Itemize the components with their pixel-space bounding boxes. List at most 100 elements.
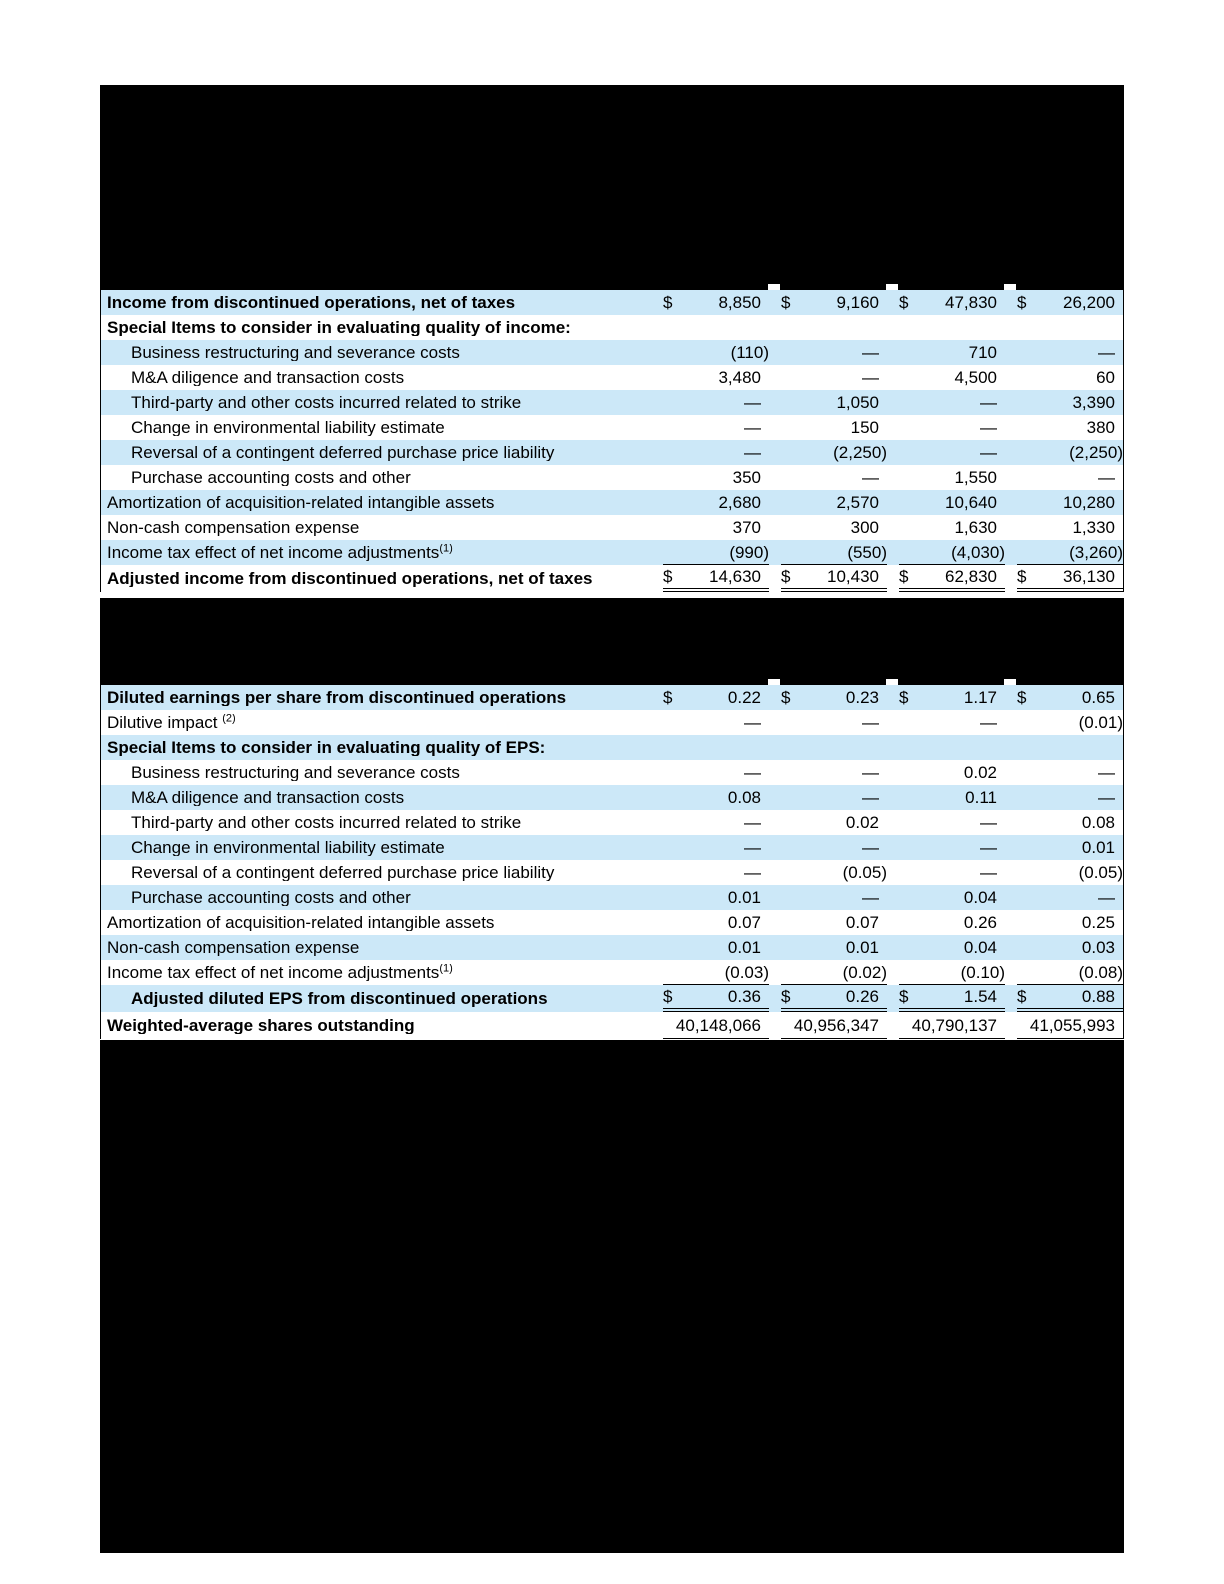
value-group: — (1017, 785, 1123, 810)
dollar-sign: $ (899, 293, 909, 312)
value-group: — (899, 860, 1005, 885)
value-group: — (1017, 885, 1123, 910)
row-label: Dilutive impact (2) (101, 714, 651, 731)
cell-value: (4,030) (951, 542, 1005, 562)
value-group: 1,050 (781, 390, 887, 415)
cell-value: (990) (729, 542, 769, 562)
cell-value: 9,160 (836, 293, 879, 312)
dollar-sign: $ (663, 688, 673, 707)
row-label-text: Third-party and other costs incurred rel… (131, 814, 522, 831)
footnote-marker: (1) (439, 964, 453, 975)
cell-value: 370 (732, 518, 761, 537)
footnote-marker: (1) (439, 544, 453, 555)
value-group: $0.88 (1017, 985, 1123, 1012)
table-row: M&A diligence and transaction costs 3,480… (101, 365, 1123, 390)
dollar-sign: $ (1017, 567, 1027, 586)
value-group: 40,956,347 (781, 1012, 887, 1039)
value-group: — (781, 365, 887, 390)
cell-value: 1,550 (954, 468, 997, 487)
table-row: Change in environmental liability estima… (101, 415, 1123, 440)
cell-value: 710 (968, 343, 997, 362)
cell-value: 40,956,347 (793, 1015, 879, 1035)
cell-value: 0.03 (1081, 938, 1115, 957)
row-label: Adjusted income from discontinued operat… (101, 570, 651, 587)
cell-value: — (862, 888, 879, 907)
redacted-header-column-strip (780, 284, 886, 290)
row-label-text: Third-party and other costs incurred rel… (131, 394, 522, 411)
cell-value: 0.04 (963, 888, 997, 907)
value-group: 300 (781, 515, 887, 540)
table-row: Special Items to consider in evaluating … (101, 315, 1123, 340)
value-group: 370 (663, 515, 769, 540)
table-row: Change in environmental liability estima… (101, 835, 1123, 860)
value-group: (3,260) (1017, 540, 1123, 565)
value-group: (0.02) (781, 960, 887, 985)
value-group: — (781, 710, 887, 735)
cell-value: 62,830 (945, 567, 997, 586)
cell-value: (550) (847, 542, 887, 562)
dollar-sign: $ (899, 987, 909, 1006)
value-group: 0.03 (1017, 935, 1123, 960)
table-row: Purchase accounting costs and other 0.01 —… (101, 885, 1123, 910)
cell-value: — (744, 838, 761, 857)
value-group: — (1017, 340, 1123, 365)
value-group: (4,030) (899, 540, 1005, 565)
eps-quality-table: Diluted earnings per share from disconti… (100, 685, 1124, 1039)
cell-value: — (862, 368, 879, 387)
row-label-text: Dilutive impact (107, 714, 223, 731)
row-label-text: Diluted earnings per share from disconti… (107, 689, 567, 706)
value-group: — (781, 885, 887, 910)
value-group: — (1017, 465, 1123, 490)
row-label-text: Change in environmental liability estima… (131, 419, 445, 436)
cell-value: — (980, 838, 997, 857)
value-group: 40,148,066 (663, 1012, 769, 1039)
value-group: $62,830 (899, 565, 1005, 592)
cell-value: 0.88 (1081, 987, 1115, 1006)
value-group: $1.54 (899, 985, 1005, 1012)
table-row: Reversal of a contingent deferred purcha… (101, 440, 1123, 465)
value-group: — (663, 710, 769, 735)
value-group: (0.10) (899, 960, 1005, 985)
value-group: — (663, 440, 769, 465)
dollar-sign: $ (1017, 688, 1027, 707)
row-label: Business restructuring and severance cos… (101, 764, 651, 781)
table-row: Non-cash compensation expense 0.01 0.01 0.0… (101, 935, 1123, 960)
table-row: Third-party and other costs incurred rel… (101, 390, 1123, 415)
row-label-text: Weighted-average shares outstanding (107, 1017, 415, 1034)
cell-value: — (744, 713, 761, 732)
row-label-text: Income tax effect of net income adjustme… (107, 964, 440, 981)
value-group: — (899, 810, 1005, 835)
table-row: Income tax effect of net income adjustme… (101, 960, 1123, 985)
table-row: Income tax effect of net income adjustme… (101, 540, 1123, 565)
cell-value: 3,480 (718, 368, 761, 387)
row-label: Purchase accounting costs and other (101, 469, 651, 486)
value-group: 0.04 (899, 935, 1005, 960)
row-label: Income tax effect of net income adjustme… (101, 964, 651, 981)
cell-value: 0.22 (727, 688, 761, 707)
value-group: 710 (899, 340, 1005, 365)
dollar-sign: $ (663, 293, 673, 312)
value-group: (990) (663, 540, 769, 565)
value-group: — (781, 785, 887, 810)
value-group: 350 (663, 465, 769, 490)
row-label: Purchase accounting costs and other (101, 889, 651, 906)
cell-value: 0.01 (845, 938, 879, 957)
value-group: 40,790,137 (899, 1012, 1005, 1039)
cell-value: 0.08 (727, 788, 761, 807)
cell-value: 1,050 (836, 393, 879, 412)
row-label: Amortization of acquisition-related inta… (101, 494, 651, 511)
value-group: 0.01 (663, 935, 769, 960)
cell-value: — (1098, 888, 1115, 907)
table-row: Adjusted income from discontinued operat… (101, 565, 1123, 592)
dollar-sign: $ (1017, 987, 1027, 1006)
value-group: — (899, 835, 1005, 860)
cell-value: 60 (1096, 368, 1115, 387)
value-group: $0.26 (781, 985, 887, 1012)
dollar-sign: $ (781, 987, 791, 1006)
cell-value: (0.08) (1078, 962, 1123, 982)
redacted-header-column-strip (100, 284, 768, 290)
dollar-sign: $ (1017, 293, 1027, 312)
table-row: Weighted-average shares outstanding 40,14… (101, 1012, 1123, 1039)
value-group: 0.26 (899, 910, 1005, 935)
